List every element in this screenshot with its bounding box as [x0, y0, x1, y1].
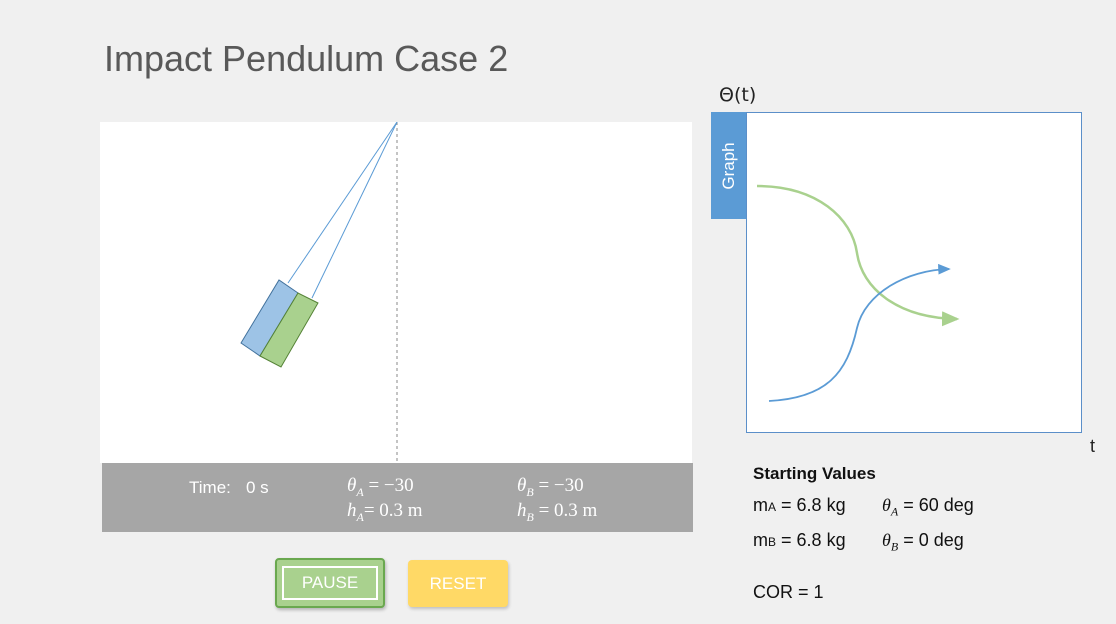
cor-readout: COR = 1	[753, 582, 824, 602]
theta-graph	[746, 112, 1082, 433]
graph-y-axis-label: Θ(t)	[719, 84, 757, 106]
pause-button-label: PAUSE	[301, 573, 359, 592]
mass-b-readout: mB = 6.8 kg	[753, 530, 846, 550]
h-b-value: = 0.3 m	[538, 500, 598, 521]
time-label: Time:	[189, 478, 231, 497]
mass-a-value: = 6.8 kg	[781, 495, 846, 515]
pause-button[interactable]: PAUSE	[275, 558, 385, 608]
start-theta-b-readout: θB = 0 deg	[882, 530, 964, 554]
pendulum-drawing	[240, 122, 398, 463]
h-a-readout: hA= 0.3 m	[347, 500, 423, 524]
mass-a-readout: mA = 6.8 kg	[753, 495, 846, 515]
theta-a-curve	[756, 184, 960, 327]
start-theta-b-value: = 0 deg	[903, 530, 964, 550]
theta-graph-plot	[756, 184, 960, 402]
info-bar: Time: 0 s θA = −30 hA= 0.3 m θB = −30 hB…	[102, 463, 693, 532]
theta-a-readout: θA = −30	[347, 475, 414, 499]
graph-x-axis-label: t	[1090, 436, 1096, 456]
simulation-canvas	[100, 122, 692, 463]
h-a-value: = 0.3 m	[363, 500, 423, 521]
pendulum-string-b	[311, 122, 398, 299]
reset-button-label: RESET	[429, 573, 487, 593]
theta-a-value: = −30	[368, 475, 414, 496]
theta-b-curve	[768, 263, 951, 402]
mass-b-value: = 6.8 kg	[781, 530, 846, 550]
reset-button[interactable]: RESET	[408, 560, 508, 607]
pendulum-block-b[interactable]	[259, 292, 319, 368]
start-theta-a-readout: θA = 60 deg	[882, 495, 974, 519]
pause-button-frame	[282, 566, 378, 600]
theta-b-value: = −30	[538, 475, 584, 496]
graph-tab-label: Graph	[718, 141, 738, 190]
time-value: 0 s	[246, 478, 269, 497]
pendulum-string-a	[287, 122, 398, 284]
starting-values-heading: Starting Values	[753, 464, 876, 483]
start-theta-a-value: = 60 deg	[903, 495, 974, 515]
page-title: Impact Pendulum Case 2	[104, 38, 509, 79]
theta-b-readout: θB = −30	[517, 475, 584, 499]
h-b-readout: hB = 0.3 m	[517, 500, 598, 524]
graph-tab[interactable]: Graph	[711, 112, 746, 219]
